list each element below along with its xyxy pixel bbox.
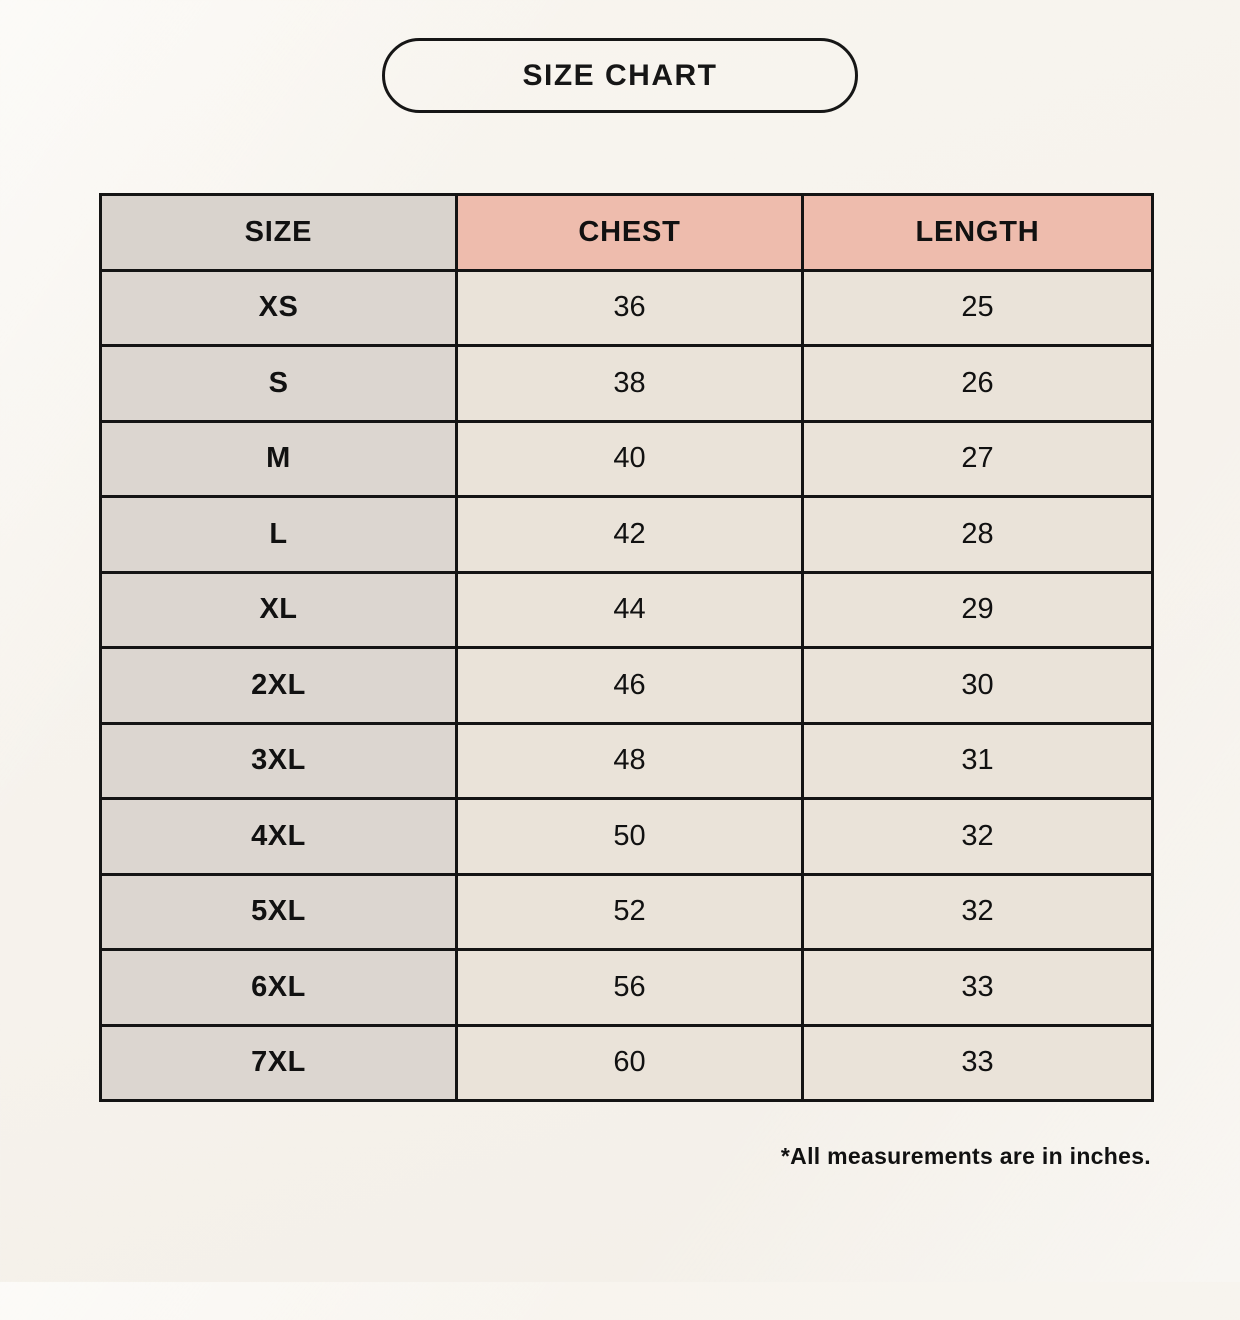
chest-value: 48 xyxy=(455,721,804,800)
size-label: S xyxy=(99,344,458,423)
table-row-m: M 40 27 xyxy=(99,419,1154,498)
length-value: 30 xyxy=(801,646,1154,725)
size-label: 7XL xyxy=(99,1023,458,1102)
length-value: 26 xyxy=(801,344,1154,423)
table-header-row: SIZE CHEST LENGTH xyxy=(99,193,1154,272)
length-value: 33 xyxy=(801,948,1154,1027)
length-value: 32 xyxy=(801,797,1154,876)
chest-value: 38 xyxy=(455,344,804,423)
table-row-5xl: 5XL 52 32 xyxy=(99,872,1154,951)
size-chart-badge-label: SIZE CHART xyxy=(522,58,718,92)
table-row-3xl: 3XL 48 31 xyxy=(99,721,1154,800)
chest-value: 40 xyxy=(455,419,804,498)
chest-value: 42 xyxy=(455,495,804,574)
table-row-xl: XL 44 29 xyxy=(99,570,1154,649)
table-row-4xl: 4XL 50 32 xyxy=(99,797,1154,876)
table-row-xs: XS 36 25 xyxy=(99,268,1154,347)
column-header-length: LENGTH xyxy=(801,193,1154,272)
length-value: 29 xyxy=(801,570,1154,649)
chest-value: 36 xyxy=(455,268,804,347)
measurements-footnote: *All measurements are in inches. xyxy=(780,1143,1151,1169)
size-label: XS xyxy=(99,268,458,347)
chest-value: 50 xyxy=(455,797,804,876)
length-value: 28 xyxy=(801,495,1154,574)
size-label: 2XL xyxy=(99,646,458,725)
length-value: 25 xyxy=(801,268,1154,347)
length-value: 31 xyxy=(801,721,1154,800)
column-header-chest: CHEST xyxy=(455,193,804,272)
chest-value: 60 xyxy=(455,1023,804,1102)
size-label: M xyxy=(99,419,458,498)
length-value: 27 xyxy=(801,419,1154,498)
table-row-7xl: 7XL 60 33 xyxy=(99,1023,1154,1102)
chest-value: 46 xyxy=(455,646,804,725)
length-value: 33 xyxy=(801,1023,1154,1102)
table-row-l: L 42 28 xyxy=(99,495,1154,574)
table-row-s: S 38 26 xyxy=(99,344,1154,423)
size-chart-table-container: SIZE CHEST LENGTH XS 36 25 S 38 26 M 40 … xyxy=(99,193,1154,1102)
size-label: 6XL xyxy=(99,948,458,1027)
length-value: 32 xyxy=(801,872,1154,951)
chest-value: 52 xyxy=(455,872,804,951)
chest-value: 56 xyxy=(455,948,804,1027)
size-label: 5XL xyxy=(99,872,458,951)
size-chart-table: SIZE CHEST LENGTH XS 36 25 S 38 26 M 40 … xyxy=(99,193,1154,1102)
size-chart-badge: SIZE CHART xyxy=(382,38,858,113)
table-row-2xl: 2XL 46 30 xyxy=(99,646,1154,725)
column-header-size: SIZE xyxy=(99,193,458,272)
size-label: XL xyxy=(99,570,458,649)
size-label: 3XL xyxy=(99,721,458,800)
size-label: L xyxy=(99,495,458,574)
table-row-6xl: 6XL 56 33 xyxy=(99,948,1154,1027)
size-label: 4XL xyxy=(99,797,458,876)
chest-value: 44 xyxy=(455,570,804,649)
